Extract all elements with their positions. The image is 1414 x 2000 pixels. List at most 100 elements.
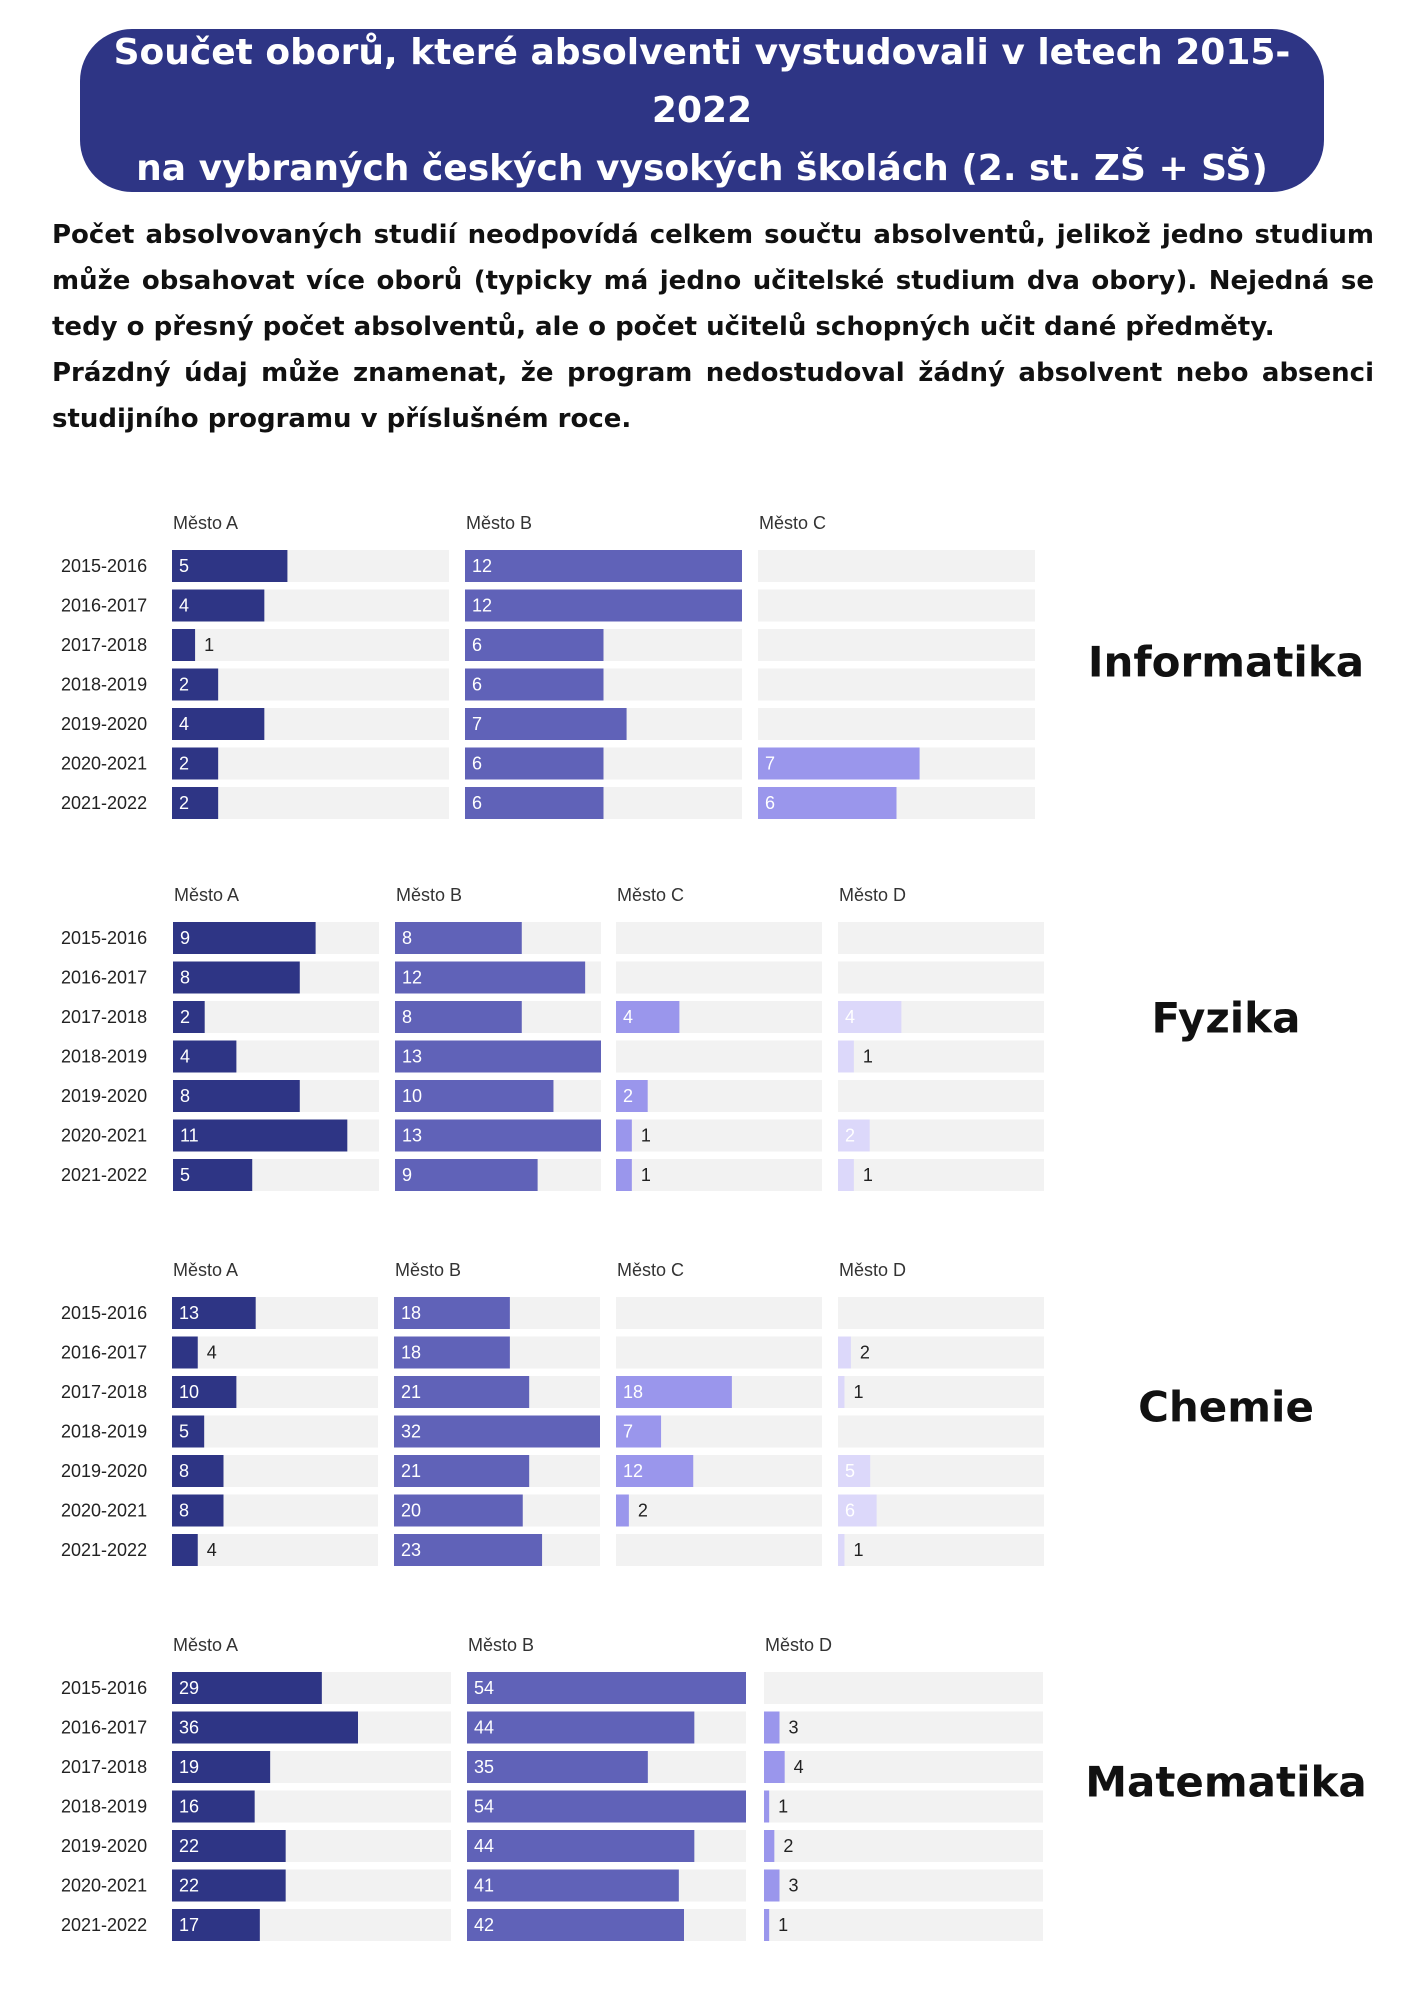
data-label: 6: [472, 754, 482, 774]
bar-matematika-mesto-b-1: [467, 1711, 695, 1744]
bar-matematika-mesto-a-2: [172, 1751, 271, 1783]
year-label: 2020-2021: [61, 754, 147, 774]
data-label: 3: [789, 1718, 799, 1738]
bar-track: [838, 1455, 1044, 1487]
bar-matematika-mesto-b-5: [467, 1869, 679, 1902]
data-label: 54: [474, 1797, 494, 1817]
bar-fyzika-mesto-c-5: [616, 1119, 632, 1152]
bar-matematika-mesto-b-3: [467, 1790, 746, 1823]
bar-track: [838, 1040, 1044, 1073]
data-label: 9: [402, 1165, 412, 1185]
data-label: 2: [180, 1007, 190, 1027]
bar-track: [616, 1494, 822, 1527]
bar-informatika-mesto-a-4: [172, 708, 265, 740]
bar-informatika-mesto-b-4: [465, 708, 627, 740]
data-label: 4: [207, 1343, 217, 1363]
data-label: 6: [472, 635, 482, 655]
data-label: 1: [778, 1915, 788, 1935]
subject-label-chemie: Chemie: [1138, 1382, 1314, 1432]
year-label: 2017-2018: [61, 1757, 147, 1777]
bar-track: [616, 961, 822, 994]
year-label: 2021-2022: [61, 1915, 147, 1935]
bar-chemie-mesto-b-1: [394, 1336, 510, 1369]
data-label: 4: [179, 714, 189, 734]
year-label: 2020-2021: [61, 1126, 147, 1146]
bar-fyzika-mesto-b-6: [395, 1159, 538, 1191]
data-label: 10: [179, 1382, 199, 1402]
data-label: 21: [401, 1382, 421, 1402]
bar-chemie-mesto-b-6: [394, 1534, 543, 1566]
data-label: 1: [863, 1165, 873, 1185]
bar-track: [838, 1534, 1044, 1566]
year-label: 2015-2016: [61, 1303, 147, 1323]
bar-track: [764, 1869, 1043, 1902]
data-label: 8: [402, 928, 412, 948]
bar-chemie-mesto-d-1: [838, 1336, 851, 1369]
city-header-mesto-b: Město B: [395, 1260, 461, 1280]
bar-track: [616, 1534, 822, 1566]
bar-informatika-mesto-a-1: [172, 589, 265, 622]
bar-chemie-mesto-b-5: [394, 1494, 523, 1527]
bar-chemie-mesto-d-2: [838, 1376, 845, 1408]
year-label: 2016-2017: [61, 1343, 147, 1363]
year-label: 2019-2020: [61, 714, 147, 734]
bar-fyzika-mesto-a-1: [173, 961, 300, 994]
bar-chemie-mesto-b-4: [394, 1455, 530, 1487]
city-header-mesto-c: Město C: [759, 513, 826, 533]
bar-informatika-mesto-b-6: [465, 787, 604, 819]
data-label: 7: [472, 714, 482, 734]
bar-track: [838, 1159, 1044, 1191]
bar-matematika-mesto-d-1: [764, 1711, 780, 1744]
data-label: 54: [474, 1678, 494, 1698]
bar-fyzika-mesto-c-2: [616, 1001, 680, 1033]
bar-chemie-mesto-a-0: [172, 1297, 256, 1329]
bar-track: [758, 668, 1035, 701]
data-label: 2: [179, 754, 189, 774]
bar-track: [838, 1297, 1044, 1329]
bar-track: [172, 1534, 378, 1566]
bar-chemie-mesto-c-2: [616, 1376, 732, 1408]
year-label: 2015-2016: [61, 928, 147, 948]
bar-matematika-mesto-d-4: [764, 1830, 775, 1862]
city-header-mesto-d: Město D: [839, 1260, 906, 1280]
data-label: 13: [402, 1047, 422, 1067]
bar-fyzika-mesto-b-2: [395, 1001, 522, 1033]
bar-track: [616, 1040, 822, 1073]
data-label: 36: [179, 1718, 199, 1738]
data-label: 2: [179, 675, 189, 695]
bar-matematika-mesto-d-6: [764, 1909, 770, 1941]
bar-chemie-mesto-a-4: [172, 1455, 224, 1487]
bar-informatika-mesto-a-5: [172, 747, 219, 780]
city-header-mesto-a: Město A: [173, 1635, 238, 1655]
bar-matematika-mesto-b-0: [467, 1672, 746, 1704]
bar-track: [758, 589, 1035, 622]
bar-matematika-mesto-d-3: [764, 1790, 770, 1823]
bar-track: [172, 1415, 378, 1448]
bar-chemie-mesto-a-2: [172, 1376, 237, 1408]
city-header-mesto-a: Město A: [173, 1260, 238, 1280]
data-label: 5: [179, 1422, 189, 1442]
data-label: 17: [179, 1915, 199, 1935]
data-label: 4: [794, 1757, 804, 1777]
bar-track: [616, 922, 822, 954]
bar-track: [838, 1119, 1044, 1152]
city-header-mesto-b: Město B: [468, 1635, 534, 1655]
data-label: 2: [860, 1343, 870, 1363]
data-label: 2: [179, 793, 189, 813]
bar-fyzika-mesto-a-6: [173, 1159, 253, 1191]
data-label: 32: [401, 1422, 421, 1442]
data-label: 13: [402, 1126, 422, 1146]
bar-chemie-mesto-a-1: [172, 1336, 198, 1369]
data-label: 35: [474, 1757, 494, 1777]
data-label: 12: [623, 1461, 643, 1481]
bar-fyzika-mesto-d-5: [838, 1119, 870, 1152]
bar-chemie-mesto-c-4: [616, 1455, 694, 1487]
data-label: 12: [402, 968, 422, 988]
data-label: 42: [474, 1915, 494, 1935]
data-label: 5: [180, 1165, 190, 1185]
bar-informatika-mesto-a-6: [172, 787, 219, 819]
data-label: 3: [789, 1876, 799, 1896]
bar-track: [764, 1751, 1043, 1783]
year-label: 2017-2018: [61, 1382, 147, 1402]
bar-track: [616, 1159, 822, 1191]
